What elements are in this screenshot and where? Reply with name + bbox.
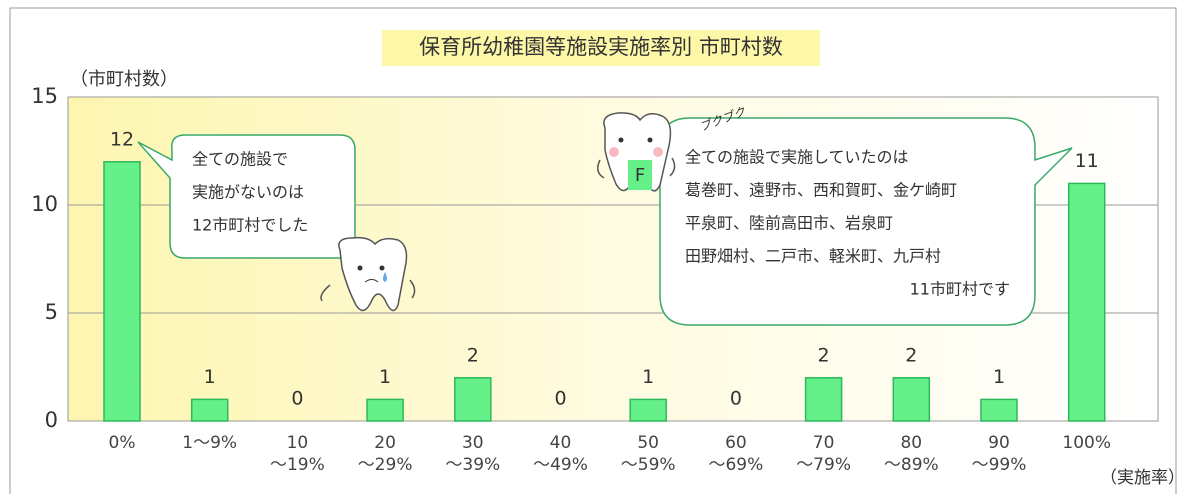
x-tick-label: 1～9% (165, 432, 255, 454)
value-label: 2 (818, 344, 830, 366)
x-tick-label: 80 ～89% (866, 432, 956, 476)
value-label: 2 (467, 344, 479, 366)
y-tick-label: 0 (45, 408, 58, 432)
x-tick-label: 70 ～79% (779, 432, 869, 476)
bar (630, 399, 666, 421)
callout-text: 全ての施設で実施していたのは (685, 148, 909, 167)
tooth-letter: F (635, 165, 645, 186)
callout-text: 実施がないのは (192, 183, 304, 202)
x-tick-label: 100% (1042, 432, 1132, 454)
x-tick-label: 0% (77, 432, 167, 454)
callout-text: 平泉町、陸前高田市、岩泉町 (685, 214, 893, 233)
x-tick-label: 60 ～69% (691, 432, 781, 476)
value-label: 0 (554, 388, 566, 410)
x-tick-label: 50 ～59% (603, 432, 693, 476)
x-tick-label: 90 ～99% (954, 432, 1044, 476)
callout-text: 全ての施設で (192, 150, 288, 169)
bar (806, 378, 842, 421)
value-label: 11 (1075, 150, 1099, 172)
value-label: 1 (204, 366, 216, 388)
bar (1069, 183, 1105, 421)
x-tick-label: 10 ～19% (252, 432, 342, 476)
y-axis-label: （市町村数） (70, 69, 178, 90)
value-label: 0 (730, 388, 742, 410)
callout-text: 12市町村でした (192, 216, 308, 235)
page: 保育所幼稚園等施設実施率別 市町村数 （市町村数） （実施率） 05101512… (0, 0, 1182, 494)
chart-title: 保育所幼稚園等施設実施率別 市町村数 (419, 35, 783, 59)
value-label: 12 (110, 128, 134, 150)
value-label: 1 (379, 366, 391, 388)
bar (367, 399, 403, 421)
x-tick-label: 20 ～29% (340, 432, 430, 476)
callout-text: 葛巻町、遠野市、西和賀町、金ケ崎町 (685, 181, 957, 200)
bar (981, 399, 1017, 421)
bar (455, 378, 491, 421)
bar (192, 399, 228, 421)
value-label: 1 (993, 366, 1005, 388)
chart: 保育所幼稚園等施設実施率別 市町村数 （市町村数） （実施率） 05101512… (0, 0, 1182, 494)
y-tick-label: 10 (31, 192, 58, 216)
y-tick-label: 5 (45, 300, 58, 324)
x-tick-label: 30 ～39% (428, 432, 518, 476)
value-label: 2 (905, 344, 917, 366)
value-label: 1 (642, 366, 654, 388)
y-tick-label: 15 (31, 84, 58, 108)
bar (893, 378, 929, 421)
callout-text: 11市町村です (910, 280, 1010, 299)
x-axis-label: （実施率） (1100, 468, 1182, 488)
bar (104, 162, 140, 421)
callout-text: 田野畑村、二戸市、軽米町、九戸村 (685, 247, 941, 266)
x-tick-label: 40 ～49% (516, 432, 606, 476)
value-label: 0 (291, 388, 303, 410)
